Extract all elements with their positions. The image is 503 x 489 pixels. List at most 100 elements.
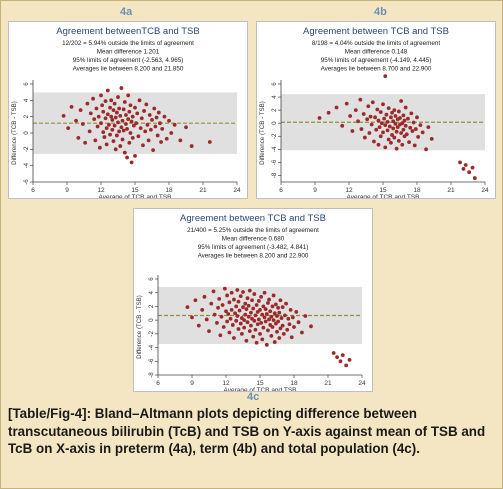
y-tick-label: -4 <box>23 162 30 168</box>
data-point <box>393 114 398 118</box>
y-tick-label: -6 <box>23 179 30 185</box>
data-point <box>383 145 388 150</box>
data-point <box>103 99 108 104</box>
data-point <box>218 333 223 338</box>
data-point <box>103 116 108 121</box>
data-point <box>256 299 261 303</box>
data-point <box>376 142 381 147</box>
data-point <box>294 310 299 314</box>
data-point <box>148 127 153 132</box>
data-point <box>204 317 209 322</box>
data-point <box>389 140 393 145</box>
stats-line: Mean difference 0.148 <box>345 49 408 56</box>
data-point <box>392 135 397 140</box>
x-tick-label: 12 <box>222 380 230 387</box>
data-point <box>260 337 265 342</box>
data-point <box>215 320 219 325</box>
data-point <box>381 102 385 107</box>
data-point <box>121 128 126 133</box>
data-point <box>95 124 100 129</box>
data-point <box>394 146 399 151</box>
data-point <box>390 110 394 115</box>
data-point <box>117 106 122 111</box>
data-point <box>277 336 282 340</box>
y-tick-label: 0 <box>271 121 278 125</box>
data-point <box>124 113 128 117</box>
data-point <box>127 140 132 145</box>
data-point <box>387 124 392 129</box>
y-tick-label: -2 <box>23 146 30 152</box>
x-tick-label: 21 <box>447 187 455 194</box>
data-point <box>119 86 124 90</box>
data-point <box>401 127 406 132</box>
data-point <box>96 114 101 119</box>
data-point <box>133 153 137 158</box>
data-point <box>104 142 109 147</box>
x-tick-label: 6 <box>31 187 35 194</box>
data-point <box>399 99 404 103</box>
data-point <box>463 163 468 167</box>
data-point <box>130 136 135 140</box>
x-tick-label: 15 <box>379 187 387 194</box>
y-tick-label: 6 <box>271 82 278 86</box>
data-point <box>135 111 140 116</box>
data-point <box>236 327 241 331</box>
data-point <box>270 304 275 309</box>
data-point <box>373 115 377 120</box>
data-point <box>112 101 117 106</box>
data-point <box>403 105 408 110</box>
y-tick-label: 0 <box>148 318 155 322</box>
data-point <box>243 312 248 317</box>
data-point <box>264 312 269 316</box>
data-point <box>249 310 253 315</box>
y-tick-label: 2 <box>148 304 155 308</box>
data-point <box>275 314 279 318</box>
data-point <box>271 293 276 298</box>
data-point <box>244 307 249 312</box>
x-tick-label: 24 <box>358 380 366 387</box>
data-point <box>229 290 234 295</box>
data-point <box>270 325 275 329</box>
chart-title: Agreement betweenTCB and TSB <box>56 26 199 37</box>
x-tick-label: 9 <box>313 187 317 194</box>
data-point <box>114 133 119 138</box>
data-point <box>409 111 414 116</box>
data-point <box>326 110 331 115</box>
x-tick-label: 15 <box>256 380 264 387</box>
x-tick-label: 12 <box>97 187 105 194</box>
stats-line: 95% limits of agreement (-4.149, 4.445) <box>321 57 432 64</box>
data-point <box>264 342 269 347</box>
data-point <box>418 123 423 128</box>
chart-title: Agreement between TCB and TSB <box>180 213 326 224</box>
data-point <box>251 334 256 339</box>
y-tick-label: -4 <box>148 344 155 350</box>
x-tick-label: 24 <box>233 187 241 194</box>
data-point <box>317 116 322 120</box>
data-point <box>145 122 150 127</box>
data-point <box>410 129 415 133</box>
data-point <box>102 135 107 139</box>
y-tick-label: -2 <box>148 331 155 337</box>
data-point <box>61 113 66 118</box>
data-point <box>344 101 349 106</box>
data-point <box>267 317 271 322</box>
chart-panel-4c: Agreement between TCB and TSB 21/400 = 5.… <box>133 208 373 394</box>
panel-label-4a: 4a <box>120 6 133 18</box>
stats-line: 21/400 = 5.25% outside the limits of agr… <box>187 227 319 234</box>
data-point <box>110 118 115 122</box>
data-point <box>109 114 114 119</box>
data-point <box>272 311 277 316</box>
data-point <box>382 116 387 121</box>
data-point <box>97 145 102 150</box>
data-point <box>377 125 382 130</box>
data-point <box>242 318 247 323</box>
data-point <box>259 294 264 299</box>
stats-line: Averages lie between 8.200 and 22.900 <box>198 253 309 260</box>
data-point <box>262 315 267 320</box>
data-point <box>300 330 304 335</box>
data-point <box>394 129 399 134</box>
data-point <box>105 88 110 93</box>
data-point <box>241 290 245 294</box>
data-point <box>99 93 103 98</box>
data-point <box>384 112 389 117</box>
